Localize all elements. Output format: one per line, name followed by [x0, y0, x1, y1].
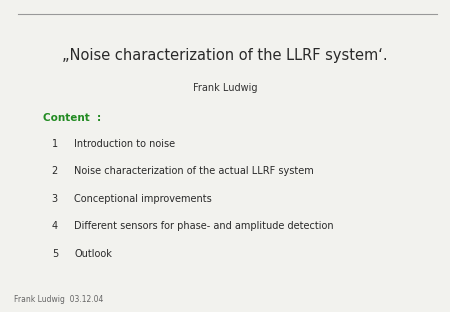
- Text: 3: 3: [52, 194, 58, 204]
- Text: 2: 2: [52, 166, 58, 176]
- Text: Frank Ludwig: Frank Ludwig: [193, 83, 257, 93]
- Text: Introduction to noise: Introduction to noise: [74, 139, 176, 149]
- Text: Frank Ludwig  03.12.04: Frank Ludwig 03.12.04: [14, 295, 103, 304]
- Text: „Noise characterization of the LLRF system‘.: „Noise characterization of the LLRF syst…: [62, 48, 388, 63]
- Text: Content  :: Content :: [43, 113, 101, 123]
- Text: 4: 4: [52, 221, 58, 231]
- Text: Conceptional improvements: Conceptional improvements: [74, 194, 212, 204]
- Text: Different sensors for phase- and amplitude detection: Different sensors for phase- and amplitu…: [74, 221, 334, 231]
- Text: Noise characterization of the actual LLRF system: Noise characterization of the actual LLR…: [74, 166, 314, 176]
- Text: 1: 1: [52, 139, 58, 149]
- Text: Outlook: Outlook: [74, 249, 112, 259]
- Text: 5: 5: [52, 249, 58, 259]
